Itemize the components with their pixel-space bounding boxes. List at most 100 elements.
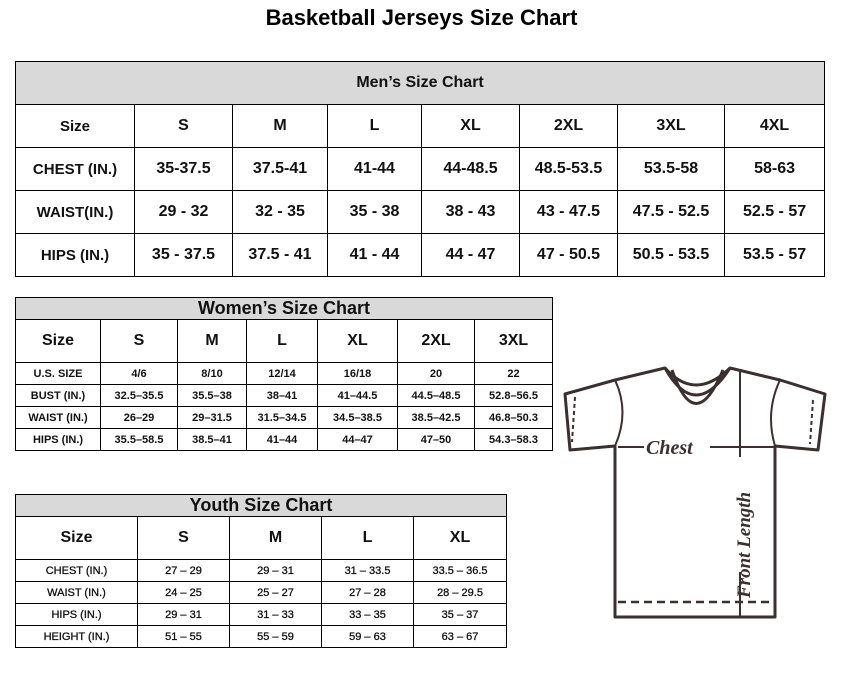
size-header: M [232, 104, 328, 148]
jersey-outline [563, 366, 827, 619]
measurement-cell: 51 – 55 [137, 625, 230, 648]
size-header: 2XL [397, 319, 475, 363]
measurement-cell: 38.5–41 [177, 428, 247, 451]
size-label: Size [15, 319, 101, 363]
measurement-cell: 44.5–48.5 [397, 384, 475, 407]
measurement-cell: 41–44 [246, 428, 318, 451]
mens-size-table: Men’s Size Chart Size S M L XL 2XL 3XL 4XL CHEST … [14, 61, 826, 277]
chest-label: Chest [646, 437, 694, 459]
measurement-cell: 35 - 38 [327, 190, 422, 234]
measurement-cell: 33 – 35 [321, 603, 414, 626]
measurement-cell: 29 - 32 [134, 190, 233, 234]
size-label: Size [15, 516, 138, 560]
size-header: XL [317, 319, 398, 363]
measurement-cell: 52.5 - 57 [723, 190, 826, 234]
size-header: L [321, 516, 414, 560]
measurement-cell: 31 – 33.5 [321, 559, 414, 582]
measurement-cell: 53.5-58 [617, 147, 725, 191]
measurement-cell: 47–50 [397, 428, 475, 451]
measurement-cell: 58-63 [723, 147, 826, 191]
measurement-cell: 33.5 – 36.5 [412, 559, 508, 582]
measurement-cell: 50.5 - 53.5 [617, 233, 725, 277]
size-header: 3XL [617, 104, 725, 148]
measurement-cell: 44–47 [317, 428, 398, 451]
size-header: M [177, 319, 247, 363]
measurement-cell: 37.5 - 41 [232, 233, 328, 277]
size-header: XL [412, 516, 508, 560]
measurement-cell: 55 – 59 [229, 625, 322, 648]
measurement-cell: 47.5 - 52.5 [617, 190, 725, 234]
youth-size-table: Youth Size Chart Size S M L XL CHEST (IN.) 27 –… [14, 494, 508, 648]
row-label: WAIST(IN.) [15, 190, 135, 234]
measurement-cell: 52.8–56.5 [473, 384, 554, 407]
size-header: L [246, 319, 318, 363]
row-label: HIPS (IN.) [15, 603, 138, 626]
measurement-cell: 29–31.5 [177, 406, 247, 429]
table-row: CHEST (IN.) 35-37.5 37.5-41 41-44 44-48.5 48.… [15, 147, 826, 191]
womens-size-table: Women’s Size Chart Size S M L XL 2XL 3XL U.S. SI… [14, 297, 554, 451]
measurement-cell: 25 – 27 [229, 581, 322, 604]
measurement-cell: 48.5-53.5 [519, 147, 618, 191]
measurement-cell: 44-48.5 [421, 147, 520, 191]
measurement-cell: 27 – 28 [321, 581, 414, 604]
measurement-cell: 43 - 47.5 [519, 190, 618, 234]
measurement-cell: 26–29 [100, 406, 178, 429]
measurement-cell: 31.5–34.5 [246, 406, 318, 429]
size-header: S [137, 516, 230, 560]
measurement-cell: 31 – 33 [229, 603, 322, 626]
measurement-cell: 35-37.5 [134, 147, 233, 191]
measurement-cell: 8/10 [177, 362, 247, 385]
measurement-cell: 24 – 25 [137, 581, 230, 604]
measurement-cell: 35.5–38 [177, 384, 247, 407]
size-header: S [100, 319, 178, 363]
measurement-cell: 12/14 [246, 362, 318, 385]
measurement-cell: 44 - 47 [421, 233, 520, 277]
measurement-cell: 38–41 [246, 384, 318, 407]
measurement-cell: 46.8–50.3 [473, 406, 554, 429]
table-row: CHEST (IN.) 27 – 29 29 – 31 31 – 33.5 33.5 –… [15, 559, 508, 582]
size-label: Size [15, 104, 135, 148]
measurement-cell: 35.5–58.5 [100, 428, 178, 451]
size-header: 2XL [519, 104, 618, 148]
front-length-label: Front Length [734, 492, 755, 599]
size-header: 4XL [723, 104, 826, 148]
measurement-cell: 16/18 [317, 362, 398, 385]
measurement-cell: 27 – 29 [137, 559, 230, 582]
size-header: S [134, 104, 233, 148]
measurement-cell: 29 – 31 [137, 603, 230, 626]
size-header: M [229, 516, 322, 560]
table-row: BUST (IN.) 32.5–35.5 35.5–38 38–41 41–44.5 44… [15, 384, 554, 407]
measurement-cell: 20 [397, 362, 475, 385]
measurement-cell: 32 - 35 [232, 190, 328, 234]
row-label: WAIST (IN.) [15, 406, 101, 429]
size-header: XL [421, 104, 520, 148]
table-row: WAIST (IN.) 26–29 29–31.5 31.5–34.5 34.5–38.… [15, 406, 554, 429]
measurement-cell: 54.3–58.3 [473, 428, 554, 451]
row-label: HEIGHT (IN.) [15, 625, 138, 648]
measurement-cell: 22 [473, 362, 554, 385]
measurement-cell: 34.5–38.5 [317, 406, 398, 429]
measurement-cell: 32.5–35.5 [100, 384, 178, 407]
row-label: HIPS (IN.) [15, 233, 135, 277]
measurement-cell: 38 - 43 [421, 190, 520, 234]
table-row: HEIGHT (IN.) 51 – 55 55 – 59 59 – 63 63 – 67 [15, 625, 508, 648]
measurement-cell: 41–44.5 [317, 384, 398, 407]
measurement-cell: 35 - 37.5 [134, 233, 233, 277]
measurement-cell: 38.5–42.5 [397, 406, 475, 429]
size-header: 3XL [473, 319, 554, 363]
jersey-diagram: Chest Front Length [563, 366, 827, 619]
measurement-cell: 29 – 31 [229, 559, 322, 582]
table-row: U.S. SIZE 4/6 8/10 12/14 16/18 20 22 [15, 362, 554, 385]
table-row: WAIST (IN.) 24 – 25 25 – 27 27 – 28 28 – 29.… [15, 581, 508, 604]
measurement-cell: 28 – 29.5 [412, 581, 508, 604]
measurement-cell: 47 - 50.5 [519, 233, 618, 277]
measurement-cell: 53.5 - 57 [723, 233, 826, 277]
measurement-cell: 35 – 37 [412, 603, 508, 626]
row-label: BUST (IN.) [15, 384, 101, 407]
measurement-cell: 41 - 44 [327, 233, 422, 277]
measurement-cell: 37.5-41 [232, 147, 328, 191]
youth-table-title: Youth Size Chart [14, 494, 508, 517]
row-label: CHEST (IN.) [15, 147, 135, 191]
measurement-cell: 59 – 63 [321, 625, 414, 648]
measurement-cell: 63 – 67 [412, 625, 508, 648]
